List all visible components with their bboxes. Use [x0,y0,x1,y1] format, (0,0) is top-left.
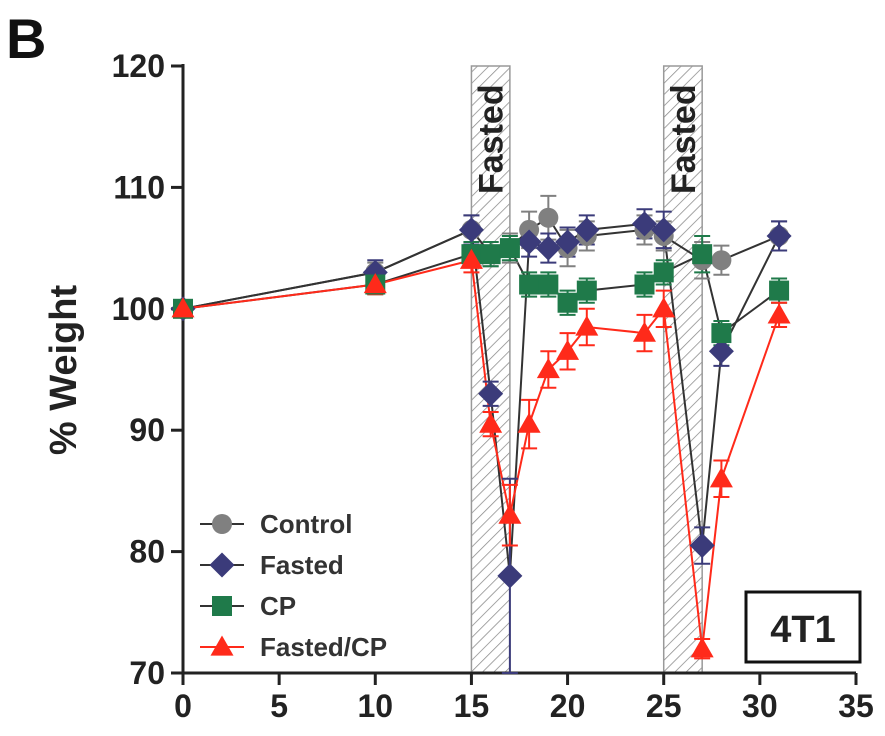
x-tick-label: 0 [174,688,192,724]
data-point-fasted-cp [536,358,560,379]
data-point-cp [653,262,674,283]
y-tick-label: 120 [112,48,165,84]
y-tick-label: 110 [113,169,165,205]
data-point-fasted [708,338,734,364]
legend-marker-fasted [209,552,235,578]
x-tick-label: 15 [454,688,490,724]
data-point-cp [557,292,578,313]
y-tick-label: 100 [112,291,165,327]
y-tick-label: 80 [129,534,165,570]
data-point-cp [499,238,520,259]
series-line-fasted-cp [182,258,781,649]
legend-marker-fasted-cp [210,635,234,656]
legend-label-cp: CP [260,591,296,621]
cell-line-badge: 4T1 [744,590,862,664]
legend-label-control: Control [260,509,352,539]
data-point-control [538,207,559,228]
data-point-fasted [766,223,792,249]
axes: 70 80 90 100 110 120 0 5 10 15 20 25 30 35 [112,48,874,724]
x-tick-label: 35 [838,688,874,724]
data-point-fasted-cp [363,273,387,294]
data-point-cp [692,244,713,265]
legend-marker-control [212,514,232,534]
data-point-fasted [497,563,523,589]
data-point-fasted-cp [690,637,714,658]
y-tick-label: 90 [129,412,165,448]
y-tick-label: 70 [129,655,165,691]
data-point-fasted-cp [556,339,580,360]
x-tick-label: 5 [270,688,288,724]
data-point-fasted-cp [479,412,503,433]
x-tick-label: 25 [646,688,682,724]
data-point-fasted-cp [767,303,791,324]
data-point-fasted [516,229,542,255]
legend-label-fasted-cp: Fasted/CP [260,632,387,662]
data-point-cp [538,274,559,295]
data-point-fasted-cp [652,297,676,318]
data-point-cp [769,280,790,301]
data-point-fasted [555,229,581,255]
data-point-control [711,250,732,271]
data-point-fasted [651,217,677,243]
x-tick-label: 10 [357,688,393,724]
panel-label: B [6,7,46,70]
data-point-fasted-cp [517,412,541,433]
data-point-fasted-cp [575,315,599,336]
data-point-fasted [631,211,657,237]
legend-marker-cp [212,596,232,616]
legend: Control Fasted CP Fasted/CP [200,509,387,662]
data-point-fasted [535,235,561,261]
data-point-fasted [458,217,484,243]
data-point-cp [711,323,732,344]
fasting-band-label: Fasted [473,84,511,194]
data-point-fasted [574,217,600,243]
data-point-fasted [478,381,504,407]
data-point-fasted-cp [632,321,656,342]
series-markers [170,207,792,658]
data-point-cp [480,244,501,265]
data-point-cp [519,274,540,295]
x-tick-label: 20 [550,688,586,724]
x-tick-label: 30 [742,688,778,724]
fasting-band-label: Fasted [665,84,703,194]
data-point-cp [576,280,597,301]
fasting-bands: Fasted Fasted [470,65,703,674]
legend-label-fasted: Fasted [260,550,344,580]
data-point-fasted [689,533,715,559]
data-point-fasted-cp [498,503,522,524]
cell-line-badge-text: 4T1 [770,609,835,651]
y-axis-label: % Weight [43,285,85,456]
data-point-fasted-cp [459,248,483,269]
data-point-cp [634,274,655,295]
data-point-fasted-cp [171,297,195,318]
data-point-fasted-cp [709,467,733,488]
